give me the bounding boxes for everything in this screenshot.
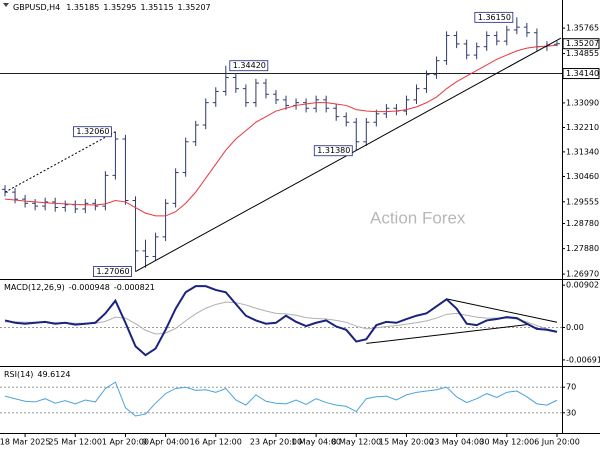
line-series: [4, 285, 558, 357]
macd-last: -0.000948: [69, 283, 110, 292]
x-tick-label: 9 Apr 04:00: [142, 438, 189, 447]
signal-last: -0.000821: [114, 283, 155, 292]
hline-label: 1.34140: [566, 69, 599, 78]
x-tick-label: 25 Mar 12:00: [49, 438, 102, 447]
trendline: [366, 324, 527, 344]
y-tick-label: 1.31340: [566, 147, 599, 156]
trendline: [4, 131, 116, 193]
y-tick-label: 1.35765: [566, 24, 599, 33]
rsi-title: RSI(14): [4, 370, 33, 379]
y-tick-label: 1.26970: [566, 270, 599, 279]
y-tick-label: 0.00902: [566, 281, 599, 290]
annotation-box: [313, 145, 353, 157]
macd-header: MACD(12,26,9) -0.000948 -0.000821: [4, 283, 155, 292]
header-low: 1.35115: [140, 3, 173, 12]
annotation-label: 1.27060: [96, 267, 129, 276]
x-tick-label: 1 May 04:00: [291, 438, 341, 447]
rsi-last: 49.6124: [37, 370, 70, 379]
price-label: 1.35207: [566, 39, 599, 48]
header-open: 1.35185: [66, 3, 99, 12]
header-close: 1.35207: [178, 3, 211, 12]
y-tick-label: 70: [566, 383, 576, 392]
price-header: GBPUSD,H4 1.35185 1.35295 1.35115 1.35207: [13, 3, 211, 12]
x-tick-label: 6 Jun 20:00: [534, 438, 580, 447]
x-tick-label: 16 Apr 12:00: [190, 438, 242, 447]
moving-average: [4, 44, 558, 217]
header-icon: [3, 3, 9, 7]
annotation-label: 1.31380: [317, 146, 350, 155]
y-tick-label: 1.33090: [566, 98, 599, 107]
x-tick-label: 23 Apr 20:00: [250, 438, 302, 447]
annotation-label: 1.32060: [76, 127, 109, 136]
annotation-label: 1.34420: [233, 61, 266, 70]
annotation-box: [93, 266, 132, 277]
annotation-box: [474, 11, 514, 23]
symbol: GBPUSD,H4: [13, 3, 60, 12]
y-tick-label: 1.32210: [566, 123, 599, 132]
rsi-header: RSI(14) 49.6124: [4, 370, 71, 379]
x-tick-label: 30 May 12:00: [479, 438, 534, 447]
y-tick-label: -0.006915: [566, 355, 600, 364]
watermark: Action Forex: [370, 208, 466, 227]
line-series: [5, 301, 558, 335]
header-high: 1.35295: [103, 3, 136, 12]
x-tick-label: 8 May 12:00: [331, 438, 381, 447]
trendline: [446, 298, 558, 323]
x-tick-label: 18 Mar 2025: [0, 438, 50, 447]
x-tick-label: 15 May 20:00: [379, 438, 434, 447]
y-tick-label: 1.28780: [566, 219, 599, 228]
price-label-box: [562, 38, 600, 50]
macd-title: MACD(12,26,9): [4, 283, 65, 292]
x-tick-label: 23 May 04:00: [429, 438, 484, 447]
y-tick-label: 30: [566, 408, 576, 417]
x-tick-label: 1 Apr 20:00: [102, 438, 149, 447]
y-tick-label: 1.30460: [566, 172, 599, 181]
y-tick-label: 1.34855: [566, 49, 599, 58]
y-tick-label: 1.29555: [566, 197, 599, 206]
annotation-label: 1.36150: [478, 13, 511, 22]
annotation-box: [73, 126, 112, 138]
line-series: [4, 381, 558, 417]
y-tick-label: 0.00: [566, 323, 584, 332]
annotation-box: [229, 60, 269, 72]
hline-label-box: [562, 68, 600, 80]
y-tick-label: 1.27880: [566, 244, 599, 253]
